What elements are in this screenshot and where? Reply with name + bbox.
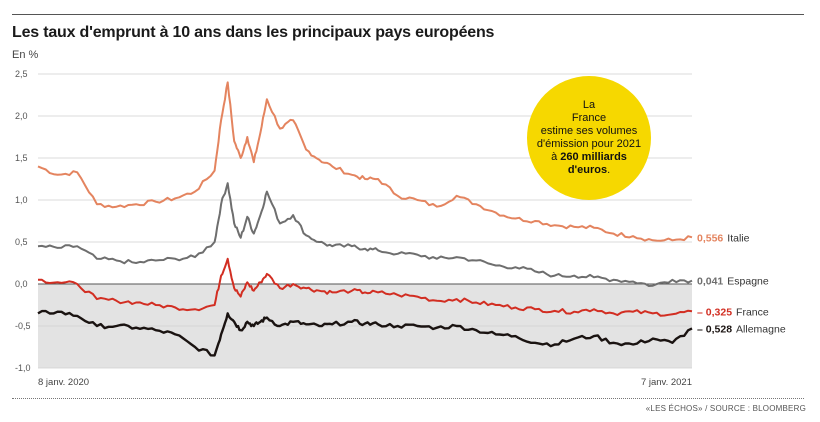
france-issuance-callout: La France estime ses volumes d'émission …: [527, 76, 651, 200]
x-axis-labels: 8 janv. 2020 7 janv. 2021: [38, 377, 692, 388]
callout-line-2: France: [571, 112, 607, 124]
callout-line-6: d'euros.: [568, 164, 610, 177]
x-label-end: 7 janv. 2021: [641, 377, 692, 388]
chart-title: Les taux d'emprunt à 10 ans dans les pri…: [12, 24, 495, 41]
end-label-espagne: 0,041 Espagne: [697, 276, 769, 288]
callout-line-3: estime ses volumes: [540, 125, 638, 137]
end-label-allemagne: – 0,528 Allemagne: [697, 323, 786, 335]
source-credit: «LES ÉCHOS» / SOURCE : BLOOMBERG: [645, 404, 806, 413]
series-lines: [37, 81, 693, 357]
callout-line-5: à 260 milliards: [551, 151, 627, 164]
unit-label: En %: [12, 49, 39, 61]
series-line-allemagne: [37, 309, 693, 357]
y-tick-label: 0,0: [15, 279, 28, 289]
y-tick-label: -0,5: [15, 321, 31, 331]
end-label-france: – 0,325 France: [697, 306, 769, 318]
end-value-allemagne: – 0,528: [697, 323, 732, 335]
callout-currency: d'euros: [567, 164, 608, 176]
callout-line-4: d'émission pour 2021: [536, 138, 642, 150]
end-name-allemagne: Allemagne: [736, 323, 786, 335]
callout-line-1: La: [582, 99, 596, 111]
callout-line-6-suffix: .: [607, 164, 611, 176]
series-line-italie: [37, 81, 693, 242]
y-tick-label: 0,5: [15, 237, 28, 247]
callout-amount: 260 milliards: [560, 151, 627, 163]
y-axis-ticks: 2,5 2,0 1,5 1,0 0,5 0,0 -0,5 -1,0: [15, 69, 31, 373]
end-name-italie: Italie: [727, 232, 749, 244]
end-value-italie: 0,556: [697, 232, 723, 244]
y-tick-label: 2,0: [15, 111, 28, 121]
series-line-france: [38, 257, 693, 317]
x-label-start: 8 janv. 2020: [38, 377, 89, 388]
end-name-espagne: Espagne: [727, 276, 769, 288]
end-name-france: France: [736, 306, 769, 318]
callout-line-5-prefix: à: [551, 151, 561, 163]
end-value-espagne: 0,041: [697, 276, 723, 288]
end-label-italie: 0,556 Italie: [697, 232, 750, 244]
y-tick-label: 1,5: [15, 153, 28, 163]
y-tick-label: -1,0: [15, 363, 31, 373]
end-value-france: – 0,325: [697, 306, 732, 318]
source-rule: [12, 398, 804, 399]
y-tick-label: 2,5: [15, 69, 28, 79]
series-line-espagne: [37, 182, 693, 287]
y-tick-label: 1,0: [15, 195, 28, 205]
top-rule: [12, 14, 804, 15]
